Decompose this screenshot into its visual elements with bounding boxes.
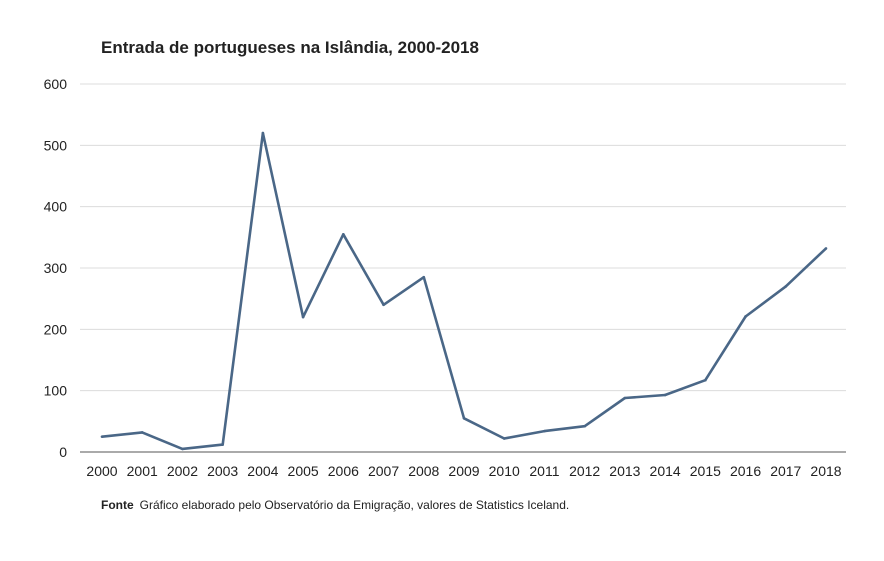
x-tick-label: 2002 bbox=[167, 463, 198, 479]
series-line bbox=[101, 131, 827, 451]
x-tick-label: 2014 bbox=[650, 463, 681, 479]
data-point bbox=[824, 247, 828, 250]
data-point bbox=[462, 416, 466, 420]
y-tick-label: 100 bbox=[44, 383, 68, 399]
x-tick-label: 2012 bbox=[569, 463, 600, 479]
data-point bbox=[100, 435, 104, 438]
data-point bbox=[784, 285, 788, 288]
x-tick-label: 2013 bbox=[609, 463, 640, 479]
x-tick-label: 2009 bbox=[448, 463, 479, 479]
y-tick-label: 300 bbox=[44, 260, 68, 276]
y-tick-label: 200 bbox=[44, 321, 68, 337]
data-point bbox=[422, 275, 426, 279]
x-tick-label: 2007 bbox=[368, 463, 399, 479]
data-point bbox=[140, 431, 144, 434]
x-tick-label: 2001 bbox=[127, 463, 158, 479]
source-text: Gráfico elaborado pelo Observatório da E… bbox=[139, 498, 570, 512]
x-tick-label: 2018 bbox=[810, 463, 841, 479]
x-tick-label: 2003 bbox=[207, 463, 238, 479]
chart-title: Entrada de portugueses na Islândia, 2000… bbox=[101, 38, 479, 57]
x-tick-label: 2017 bbox=[770, 463, 801, 479]
data-point bbox=[704, 378, 707, 382]
x-tick-label: 2015 bbox=[690, 463, 721, 479]
data-point bbox=[382, 303, 385, 307]
x-tick-label: 2006 bbox=[328, 463, 359, 479]
data-point bbox=[543, 429, 546, 433]
y-tick-label: 500 bbox=[44, 137, 68, 153]
x-tick-label: 2004 bbox=[247, 463, 278, 479]
x-tick-label: 2016 bbox=[730, 463, 761, 479]
data-point bbox=[221, 443, 224, 446]
x-tick-label: 2010 bbox=[489, 463, 520, 479]
data-point bbox=[583, 424, 586, 428]
data-point bbox=[301, 315, 305, 319]
data-point bbox=[181, 447, 184, 451]
y-tick-label: 400 bbox=[44, 199, 68, 215]
x-tick-label: 2000 bbox=[86, 463, 117, 479]
x-tick-label: 2011 bbox=[529, 463, 559, 479]
y-tick-label: 0 bbox=[59, 444, 67, 460]
y-tick-label: 600 bbox=[44, 76, 68, 92]
source-note: Fonte Gráfico elaborado pelo Observatório… bbox=[101, 498, 569, 512]
data-point bbox=[342, 232, 345, 236]
x-tick-label: 2008 bbox=[408, 463, 439, 479]
x-tick-label: 2005 bbox=[288, 463, 319, 479]
data-point bbox=[744, 315, 747, 318]
data-point bbox=[663, 393, 667, 397]
data-point bbox=[502, 437, 506, 440]
source-label: Fonte bbox=[101, 498, 134, 512]
data-point bbox=[261, 131, 265, 135]
data-point bbox=[623, 396, 627, 400]
